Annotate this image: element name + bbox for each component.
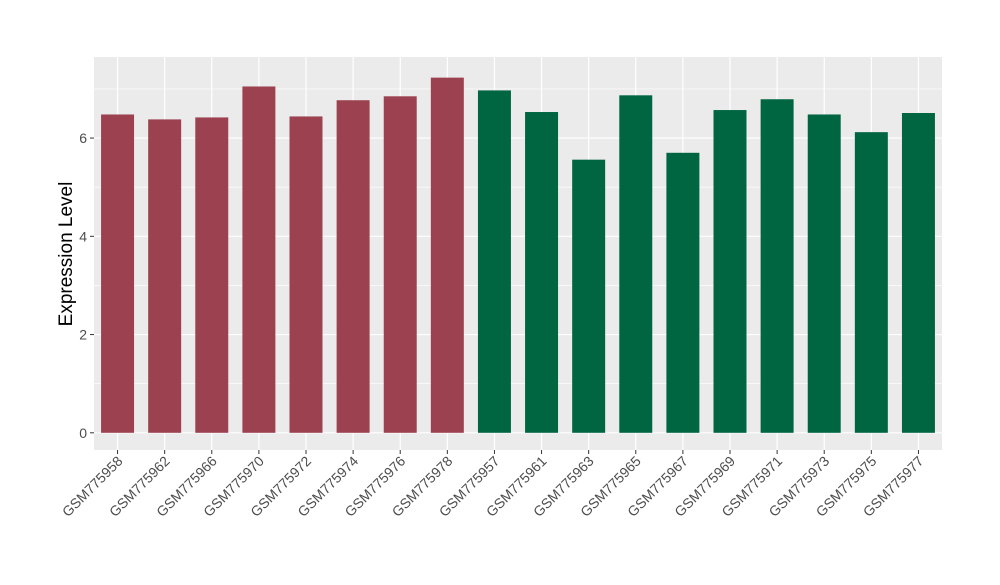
bar-GSM775961	[525, 112, 559, 433]
bar-GSM775974	[336, 100, 370, 433]
bar-GSM775973	[807, 114, 841, 433]
bar-GSM775970	[242, 86, 276, 433]
y-axis-label: Expression Level	[56, 182, 77, 327]
y-tick-label: 4	[79, 228, 87, 244]
bar-GSM775963	[572, 159, 606, 433]
bar-GSM775978	[430, 77, 464, 433]
bar-GSM775971	[760, 99, 794, 433]
y-tick-label: 6	[79, 130, 87, 146]
bar-GSM775977	[901, 113, 935, 433]
bar-GSM775966	[195, 117, 229, 433]
bar-GSM775976	[383, 96, 417, 433]
bar-GSM775975	[854, 132, 888, 433]
bar-GSM775958	[101, 114, 135, 433]
bar-GSM775957	[477, 90, 511, 433]
plot-panel	[94, 57, 942, 450]
bar-GSM775969	[713, 110, 747, 433]
bar-GSM775967	[666, 152, 700, 433]
y-tick-label: 0	[79, 425, 87, 441]
bar-GSM775962	[148, 119, 182, 433]
bar-GSM775965	[619, 95, 653, 433]
bar-GSM775972	[289, 116, 323, 433]
y-tick-label: 2	[79, 327, 87, 343]
